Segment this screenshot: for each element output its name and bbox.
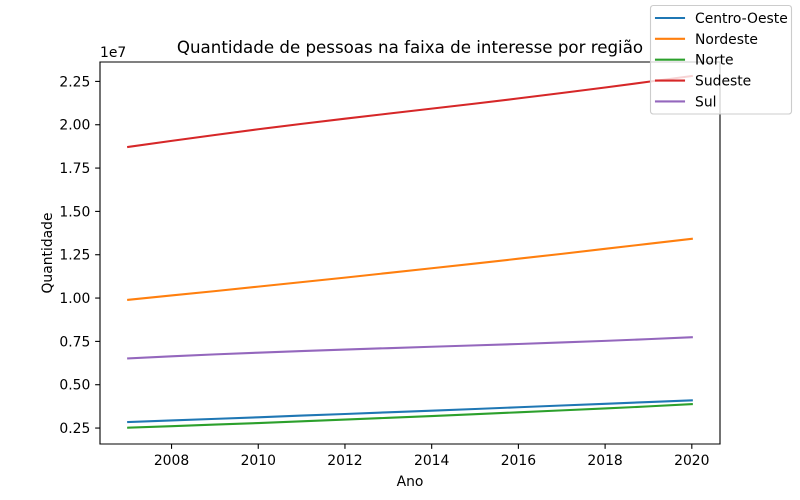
series-line-nordeste bbox=[127, 237, 693, 301]
y-tick-label: 1.50 bbox=[59, 204, 90, 220]
plot-area bbox=[100, 62, 720, 444]
y-tick-label: 1.75 bbox=[59, 161, 90, 177]
legend-label: Sudeste bbox=[695, 74, 751, 90]
series-line-sudeste bbox=[127, 74, 693, 149]
y-tick-label: 0.25 bbox=[59, 421, 90, 437]
legend-item-sudeste: Sudeste bbox=[654, 74, 751, 90]
legend-item-sul: Sul bbox=[654, 94, 716, 110]
y-tick-label: 0.50 bbox=[59, 378, 90, 394]
legend-item-centro-oeste: Centro-Oeste bbox=[654, 11, 788, 27]
x-tick-label: 2008 bbox=[154, 453, 189, 469]
x-tick-label: 2020 bbox=[674, 453, 709, 469]
legend: Centro-Oeste Nordeste Norte Sudeste Sul bbox=[649, 4, 793, 115]
y-tick-label: 2.25 bbox=[59, 74, 90, 90]
plot-lines bbox=[127, 74, 693, 429]
x-axis-ticks: 2008 2010 2012 2014 2016 2018 2020 bbox=[154, 444, 709, 469]
legend-item-norte: Norte bbox=[654, 53, 734, 69]
y-tick-label: 1.25 bbox=[59, 248, 90, 264]
x-tick-label: 2010 bbox=[241, 453, 276, 469]
y-tick-label: 1.00 bbox=[59, 291, 90, 307]
legend-label: Sul bbox=[695, 94, 716, 110]
legend-item-nordeste: Nordeste bbox=[654, 32, 758, 48]
series-line-sul bbox=[127, 336, 693, 360]
legend-items: Centro-Oeste Nordeste Norte Sudeste Sul bbox=[654, 11, 788, 110]
series-line-norte bbox=[127, 403, 693, 429]
axes-frame bbox=[99, 61, 721, 445]
x-axis-label: Ano bbox=[397, 474, 424, 490]
legend-label: Centro-Oeste bbox=[695, 11, 788, 27]
legend-frame bbox=[649, 4, 793, 115]
y-axis-offset-text: 1e7 bbox=[100, 45, 126, 61]
legend-label: Nordeste bbox=[695, 32, 758, 48]
chart-title: Quantidade de pessoas na faixa de intere… bbox=[177, 38, 643, 57]
x-tick-label: 2014 bbox=[414, 453, 450, 469]
x-tick-label: 2016 bbox=[501, 453, 536, 469]
x-tick-label: 2012 bbox=[327, 453, 362, 469]
series-line-centro-oeste bbox=[127, 399, 693, 424]
legend-label: Norte bbox=[695, 53, 734, 69]
y-axis-ticks: 0.25 0.50 0.75 1.00 1.25 1.50 1.75 2.00 2.25 bbox=[59, 74, 100, 437]
x-tick-label: 2018 bbox=[587, 453, 622, 469]
y-tick-label: 0.75 bbox=[59, 334, 90, 350]
y-tick-label: 2.00 bbox=[59, 118, 90, 134]
y-axis-label: Quantidade bbox=[40, 212, 56, 293]
